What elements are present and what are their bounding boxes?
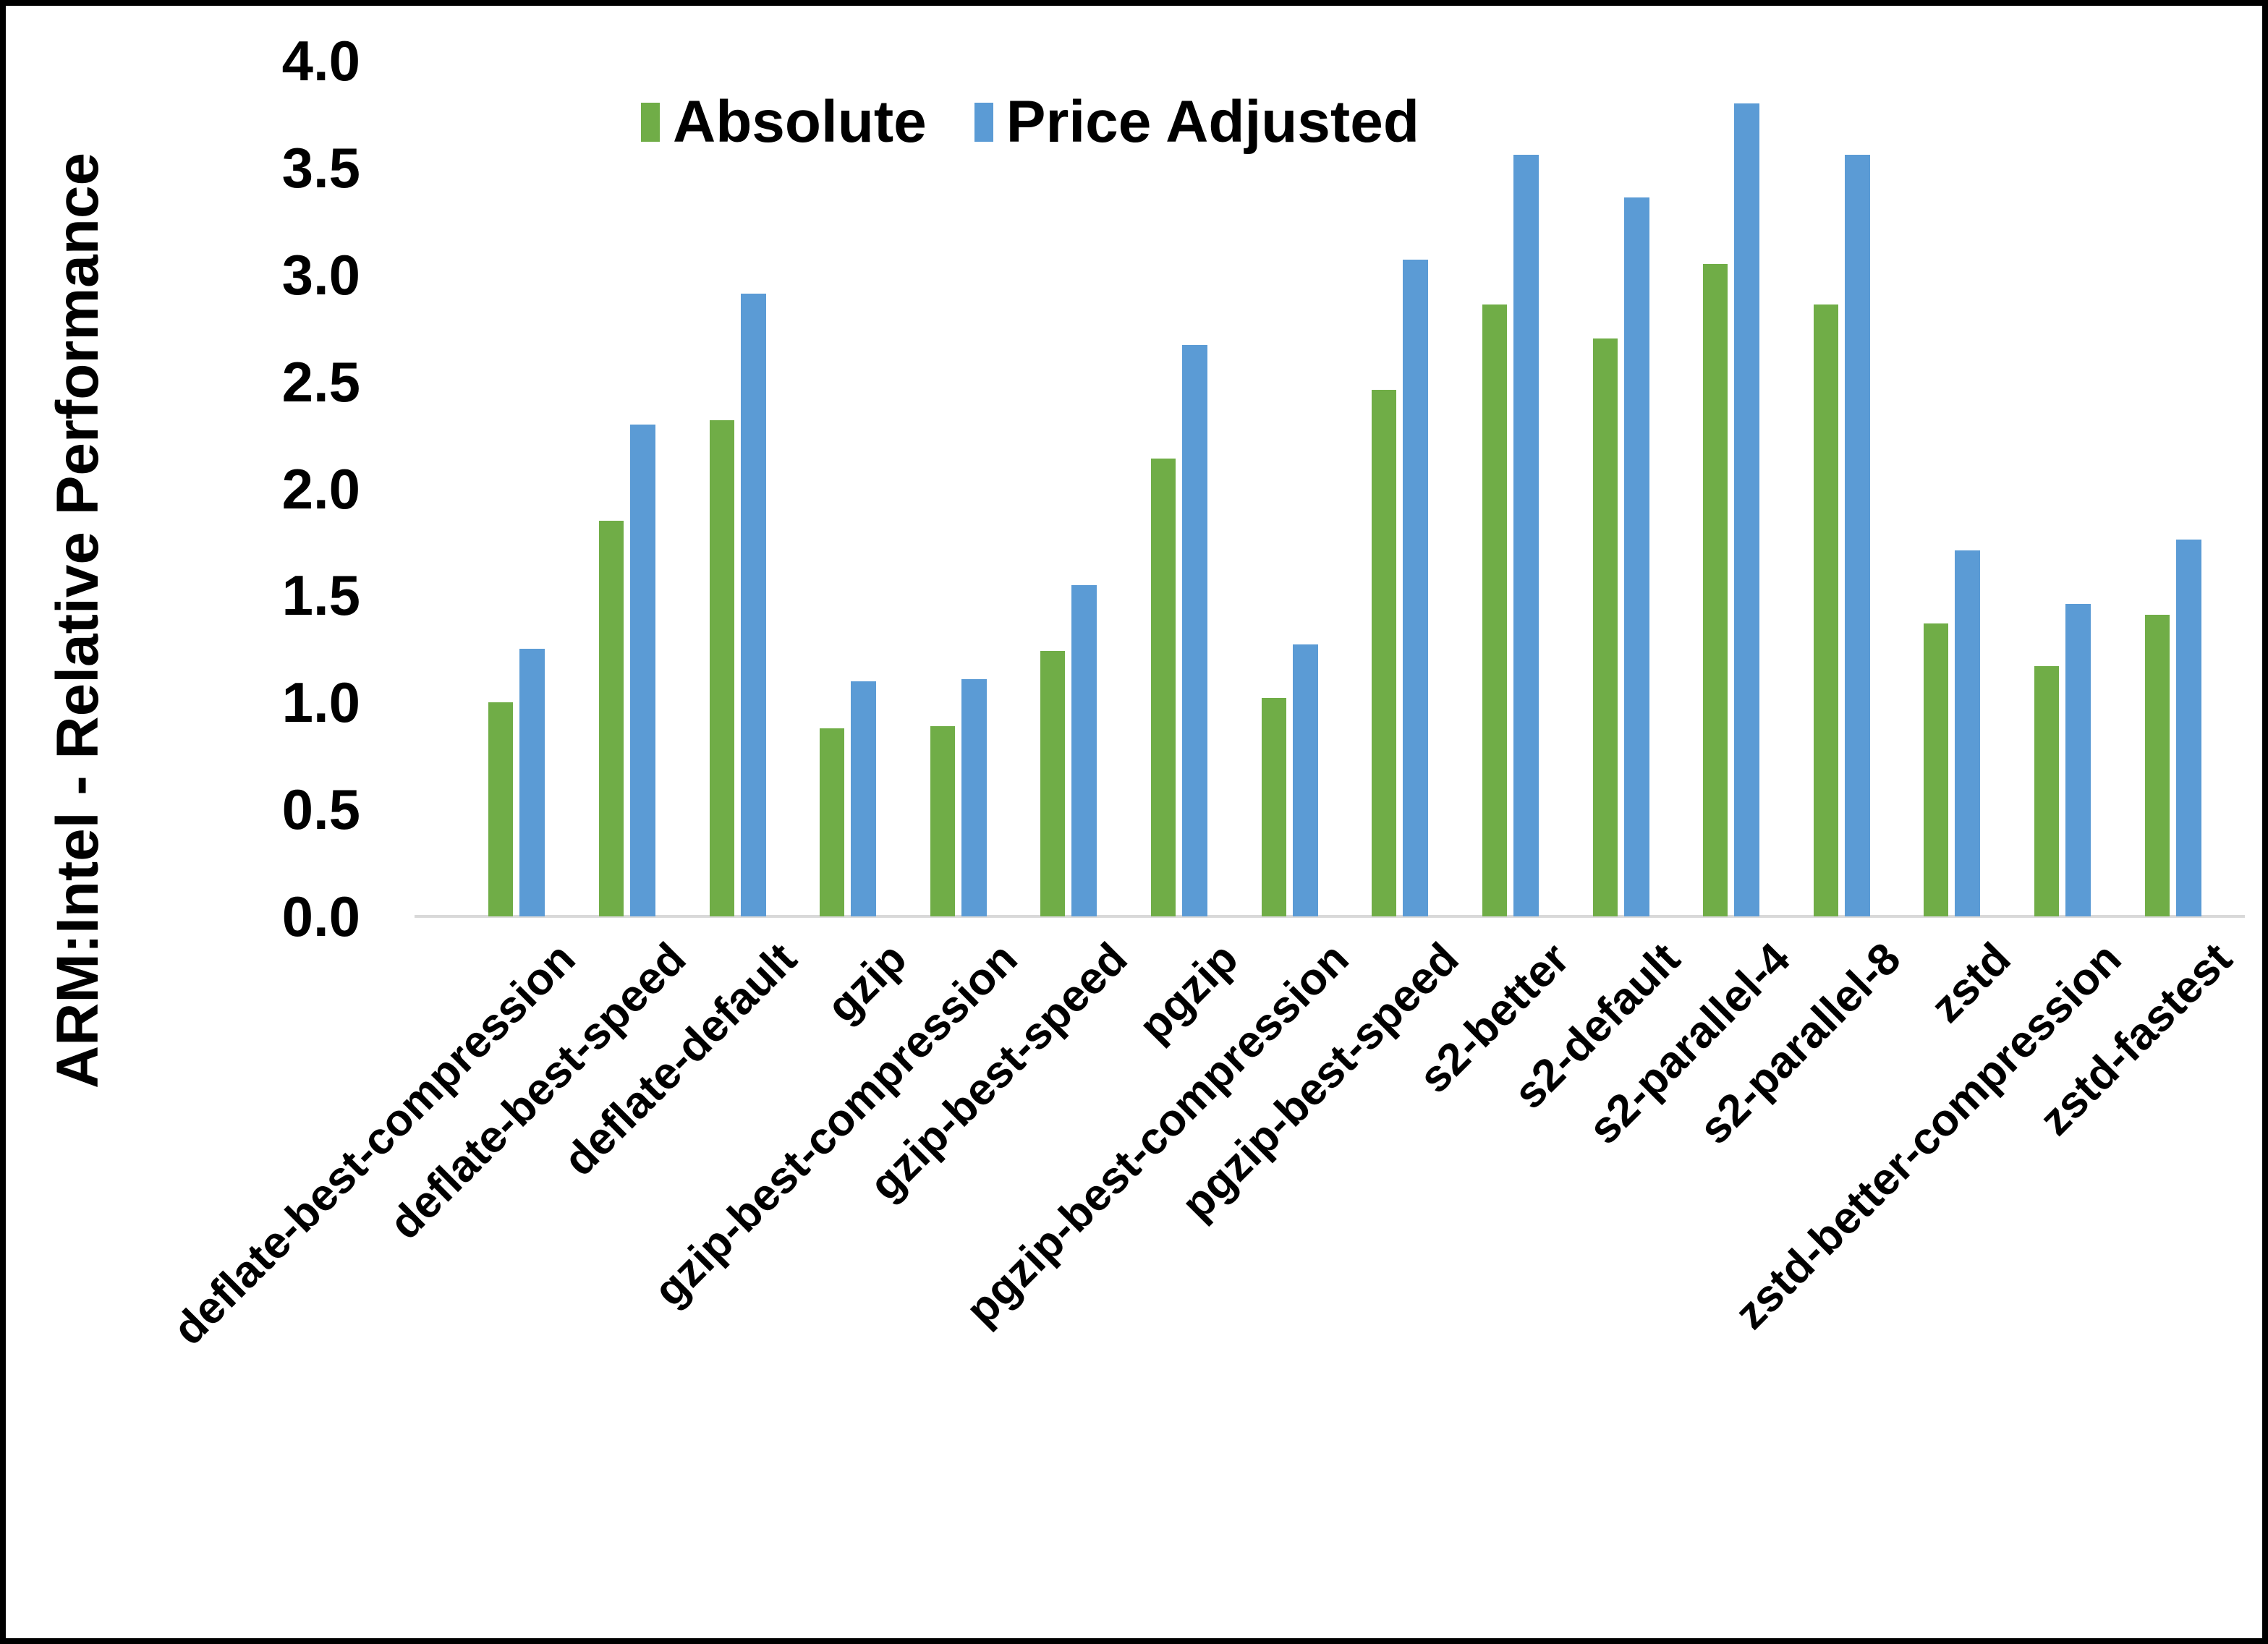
y-tick-label: 2.5 bbox=[281, 349, 360, 414]
bar-gzip-best-speed-absolute bbox=[1040, 651, 1066, 916]
legend-item-absolute: Absolute bbox=[641, 88, 927, 156]
y-tick-label: 4.0 bbox=[281, 29, 360, 93]
bar-s2-better-absolute bbox=[1482, 304, 1507, 916]
y-tick-label: 1.5 bbox=[281, 563, 360, 628]
bar-s2-default-price-adjusted bbox=[1623, 197, 1649, 916]
bar-group-pgzip-best-speed bbox=[1345, 61, 1456, 916]
bar-s2-parallel-8-absolute bbox=[1813, 304, 1838, 916]
y-tick-label: 2.0 bbox=[281, 456, 360, 521]
y-tick-label: 3.0 bbox=[281, 242, 360, 307]
bar-s2-parallel-4-absolute bbox=[1703, 264, 1728, 916]
y-tick-label: 1.0 bbox=[281, 670, 360, 735]
legend-item-price-adjusted: Price Adjusted bbox=[974, 88, 1419, 156]
bar-group-deflate-best-compression bbox=[462, 61, 572, 916]
bar-group-deflate-best-speed bbox=[572, 61, 683, 916]
bar-pgzip-best-compression-absolute bbox=[1261, 698, 1286, 916]
bar-gzip-best-compression-absolute bbox=[930, 726, 955, 916]
legend-swatch-icon bbox=[974, 103, 993, 142]
bar-zstd-fastest-price-adjusted bbox=[2175, 540, 2201, 916]
bar-zstd-fastest-absolute bbox=[2144, 615, 2170, 916]
bar-group-gzip bbox=[793, 61, 904, 916]
bar-deflate-default-absolute bbox=[709, 420, 734, 916]
bar-group-pgzip bbox=[1124, 61, 1235, 916]
bar-group-gzip-best-speed bbox=[1014, 61, 1124, 916]
bar-deflate-best-speed-price-adjusted bbox=[629, 425, 655, 916]
bar-s2-parallel-4-price-adjusted bbox=[1734, 103, 1760, 916]
bar-group-gzip-best-compression bbox=[904, 61, 1014, 916]
x-axis-line bbox=[415, 915, 2245, 918]
bar-deflate-default-price-adjusted bbox=[740, 294, 766, 916]
bar-gzip-absolute bbox=[820, 728, 845, 916]
legend-label: Price Adjusted bbox=[1006, 89, 1419, 155]
bar-gzip-price-adjusted bbox=[851, 681, 877, 916]
bar-gzip-best-speed-price-adjusted bbox=[1071, 585, 1097, 916]
x-label-gzip: gzip bbox=[817, 933, 917, 1033]
bar-group-pgzip-best-compression bbox=[1234, 61, 1345, 916]
y-axis-title: ARM:Intel - Relative Performance bbox=[45, 152, 111, 1089]
bar-group-zstd bbox=[1897, 61, 2008, 916]
bar-group-s2-parallel-8 bbox=[1787, 61, 1898, 916]
bar-s2-better-price-adjusted bbox=[1513, 155, 1539, 916]
legend-label: Absolute bbox=[673, 89, 927, 155]
y-tick-label: 0.5 bbox=[281, 778, 360, 842]
bar-group-s2-default bbox=[1566, 61, 1676, 916]
bar-group-s2-better bbox=[1456, 61, 1566, 916]
y-tick-label: 3.5 bbox=[281, 135, 360, 200]
bar-group-zstd-fastest bbox=[2118, 61, 2228, 916]
y-tick-label: 0.0 bbox=[281, 885, 360, 948]
bar-s2-parallel-8-price-adjusted bbox=[1844, 155, 1870, 916]
bar-gzip-best-compression-price-adjusted bbox=[961, 679, 987, 916]
bar-group-deflate-default bbox=[682, 61, 793, 916]
bar-group-zstd-better-compression bbox=[2008, 61, 2118, 916]
bar-deflate-best-compression-price-adjusted bbox=[519, 649, 545, 916]
bar-pgzip-best-speed-absolute bbox=[1372, 390, 1397, 916]
x-label-deflate-best-compression: deflate-best-compression bbox=[163, 933, 585, 1355]
bar-group-s2-parallel-4 bbox=[1676, 61, 1787, 916]
bar-pgzip-best-speed-price-adjusted bbox=[1403, 260, 1429, 916]
chart-legend: Absolute Price Adjusted bbox=[641, 88, 1419, 156]
bar-zstd-better-compression-absolute bbox=[2034, 666, 2060, 916]
bar-pgzip-absolute bbox=[1151, 459, 1176, 916]
bar-zstd-absolute bbox=[1924, 623, 1949, 916]
bar-zstd-price-adjusted bbox=[1955, 550, 1981, 916]
bar-s2-default-absolute bbox=[1592, 338, 1618, 916]
bar-pgzip-price-adjusted bbox=[1182, 345, 1208, 916]
bar-deflate-best-speed-absolute bbox=[598, 521, 624, 916]
bar-zstd-better-compression-price-adjusted bbox=[2065, 604, 2091, 916]
x-label-zstd: zstd bbox=[1921, 933, 2021, 1033]
bar-deflate-best-compression-absolute bbox=[488, 702, 514, 916]
bar-pgzip-best-compression-price-adjusted bbox=[1292, 644, 1318, 916]
legend-swatch-icon bbox=[641, 103, 660, 142]
